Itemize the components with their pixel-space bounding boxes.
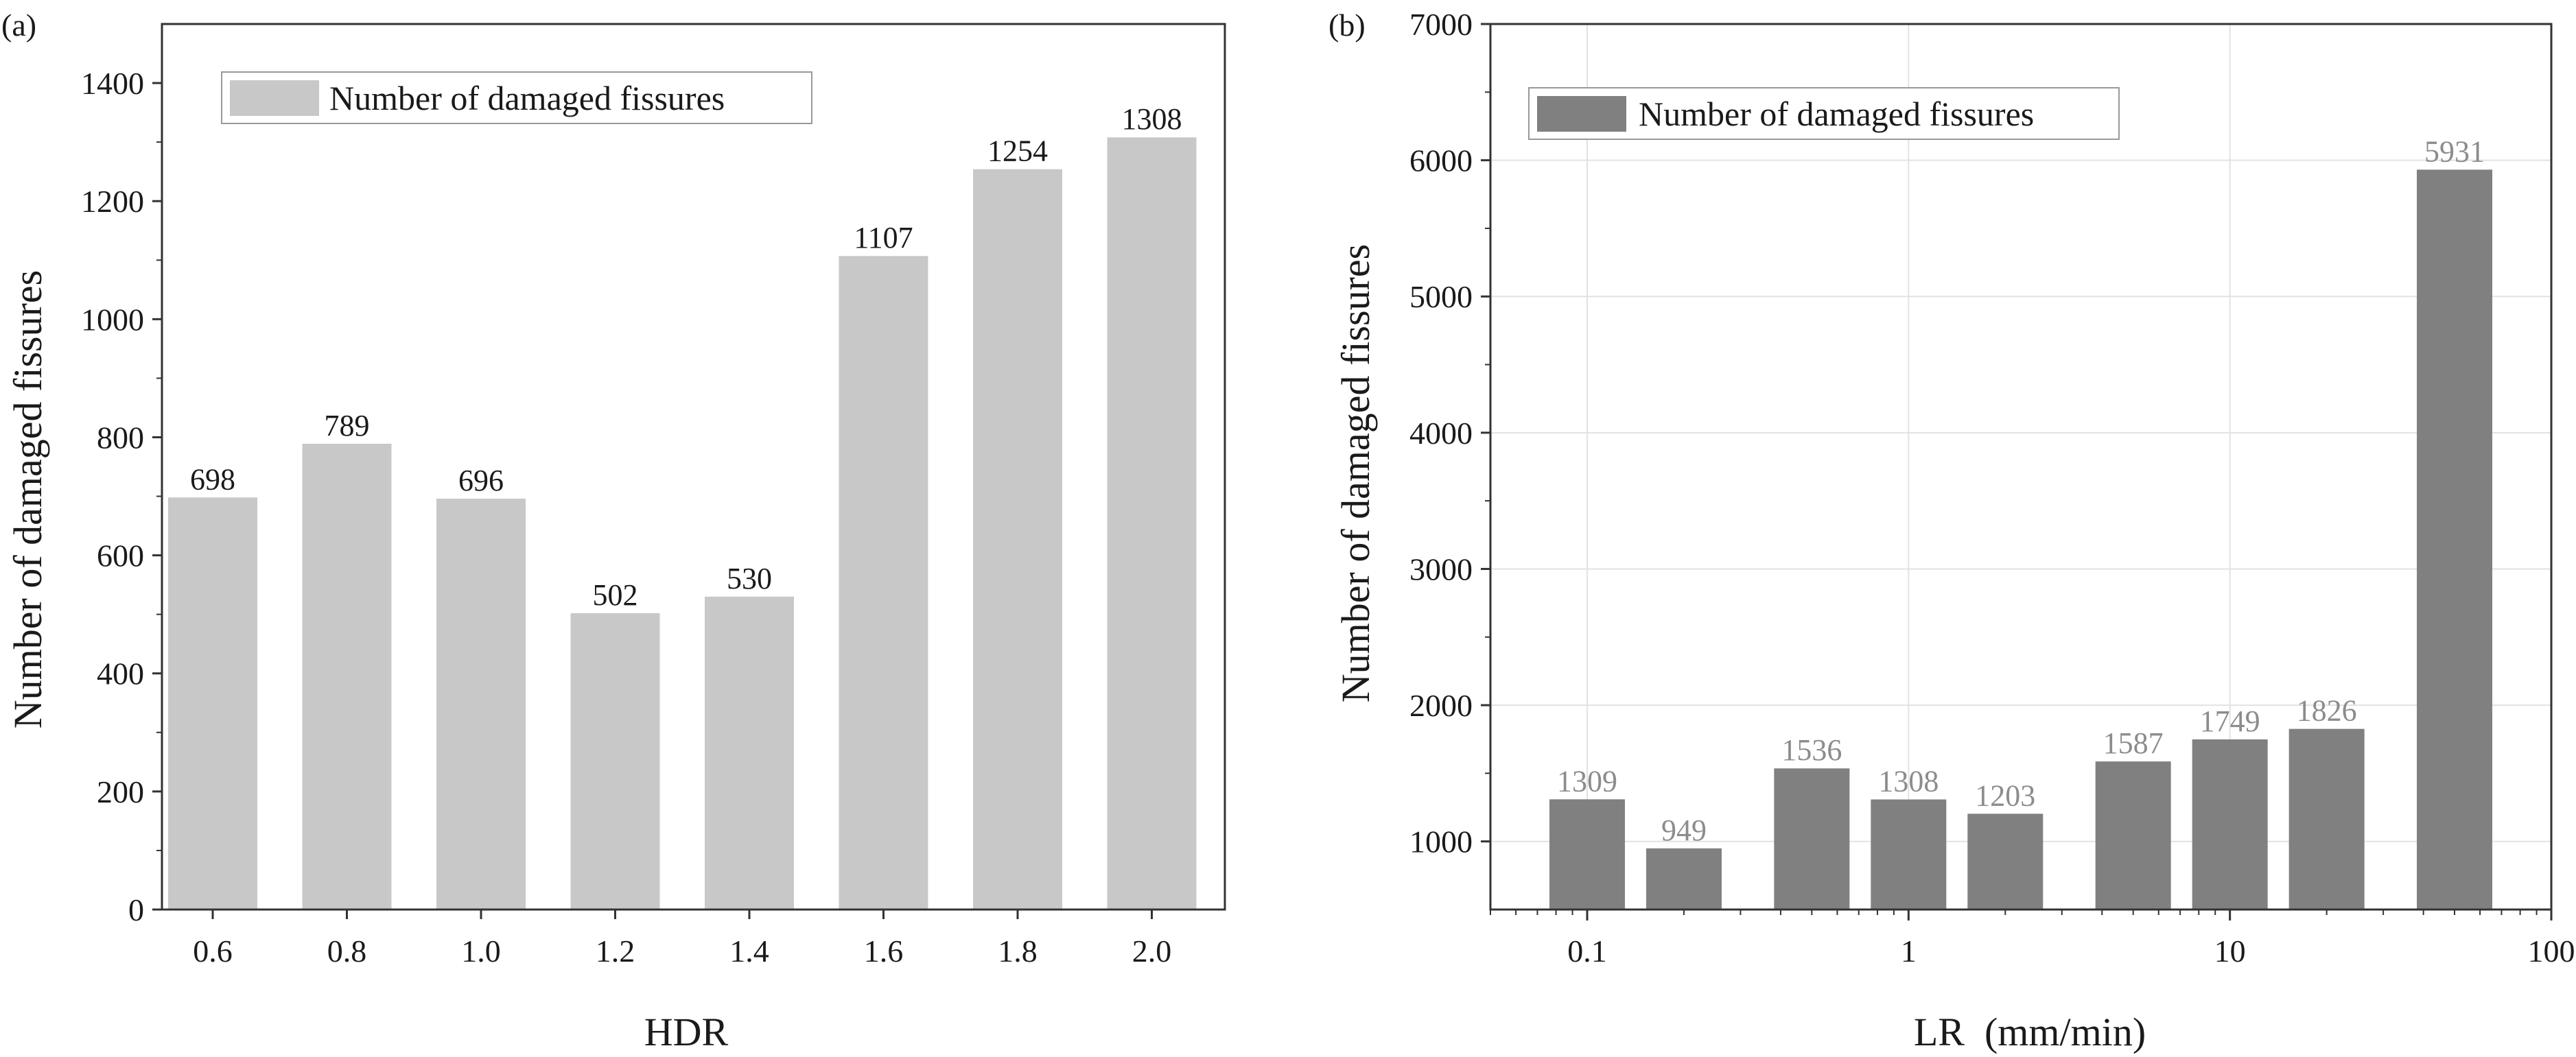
panel-a-y-tick-label: 1400: [81, 66, 144, 101]
panel-a-bar: [1107, 137, 1197, 910]
panel-a-x-tick-label: 2.0: [1132, 934, 1172, 969]
panel-b-bar: [1549, 799, 1625, 910]
panel-a-label: (a): [1, 8, 36, 43]
panel-a-x-ticks: 0.6 0.8 1.0 1.2 1.4 1.6 1.8 2.0: [193, 910, 1171, 969]
panel-a-legend-label: Number of damaged fissures: [329, 79, 725, 117]
panel-b-x-tick-label: 0.1: [1567, 934, 1607, 969]
panel-b-x-ticks: 0.1 1 10 100: [1490, 910, 2575, 969]
panel-b-bar: [2288, 728, 2365, 910]
panel-b-data-label: 1309: [1557, 764, 1617, 798]
panel-a-y-tick-label: 800: [97, 420, 144, 455]
panel-a-y-tick-label: 1000: [81, 302, 144, 337]
panel-a-x-tick-label: 1.0: [461, 934, 501, 969]
panel-a-y-ticks: 0 200 400 600 800 1000 1200 1400: [81, 66, 162, 927]
panel-a-bar: [973, 169, 1062, 910]
panel-b-bar: [1967, 813, 2044, 910]
panel-a-bars: [168, 137, 1197, 910]
panel-a-data-label: 1254: [987, 134, 1048, 168]
panel-b-data-labels: 1309 949 1536 1308 1203 1587 1749 1826 5931: [1557, 134, 2485, 847]
panel-b-legend: Number of damaged fissures: [1528, 87, 2120, 140]
panel-b-data-label: 1749: [2200, 704, 2260, 738]
panel-a-x-tick-label: 0.6: [193, 934, 233, 969]
panel-a-x-tick-label: 1.8: [998, 934, 1038, 969]
panel-a-y-tick-label: 200: [97, 774, 144, 809]
panel-b-x-tick-label: 10: [2214, 934, 2246, 969]
panel-a-data-label: 1308: [1122, 102, 1182, 136]
panel-a-legend-frame: [221, 71, 812, 124]
panel-a-y-tick-label: 0: [128, 892, 144, 927]
panel-b-plot-frame: [1489, 23, 2553, 911]
panel-b-y-tick-label: 5000: [1409, 279, 1473, 314]
panel-a-data-label: 1107: [854, 221, 913, 254]
panel-a-data-label: 502: [593, 578, 638, 612]
panel-a-bar: [302, 443, 392, 910]
panel-a-x-axis-title: HDR: [644, 1010, 729, 1054]
panel-a-bar: [705, 596, 794, 910]
panel-b-y-tick-label: 2000: [1409, 688, 1473, 723]
panel-b-bar: [1774, 768, 1850, 910]
panel-b-y-tick-label: 7000: [1409, 7, 1473, 42]
panel-a-x-tick-label: 0.8: [327, 934, 367, 969]
panel-b-legend-label: Number of damaged fissures: [1639, 95, 2034, 133]
panel-b-data-label: 1308: [1878, 765, 1939, 798]
panel-b-x-tick-label: 1: [1901, 934, 1917, 969]
panel-b-y-tick-label: 6000: [1409, 143, 1473, 178]
panel-a-x-tick-label: 1.6: [864, 934, 904, 969]
panel-a-y-tick-label: 1200: [81, 184, 144, 219]
panel-a-y-axis-title: Number of damaged fissures: [5, 270, 50, 728]
panel-b-data-label: 5931: [2424, 134, 2485, 168]
panel-a-legend-swatch: [230, 80, 319, 116]
panel-a-y-tick-label: 400: [97, 656, 144, 691]
panel-b-x-axis-title: LR (mm/min): [1914, 1010, 2146, 1054]
panel-a-plot-frame: [161, 23, 1226, 911]
panel-a-x-tick-label: 1.4: [729, 934, 769, 969]
panel-b-data-label: 949: [1661, 813, 1707, 847]
panel-b-data-label: 1587: [2103, 726, 2164, 760]
panel-b-bar: [2095, 761, 2171, 910]
panel-a-legend: Number of damaged fissures: [221, 71, 812, 124]
panel-b-y-tick-label: 3000: [1409, 551, 1473, 586]
panel-b-bar: [2192, 739, 2268, 910]
panel-a-bar: [436, 498, 526, 910]
panel-a-bar: [839, 256, 928, 910]
panel-b-x-tick-label: 100: [2528, 934, 2575, 969]
panel-a-data-label: 696: [458, 464, 504, 497]
panel-a-data-label: 789: [325, 409, 370, 442]
panel-b-label: (b): [1328, 8, 1366, 43]
panel-a-data-labels: 698 789 696 502 530 1107 1254 1308: [190, 102, 1182, 612]
panel-b-legend-swatch: [1537, 96, 1626, 132]
panel-a-y-tick-label: 600: [97, 538, 144, 573]
panel-a: (a) 698 789 696 502 530 1107 1254 1308 0 200 400 6…: [1, 8, 1226, 1054]
panel-b-bar: [2417, 169, 2493, 910]
panel-b-y-axis-title: Number of damaged fissures: [1333, 244, 1378, 702]
panel-a-x-tick-label: 1.2: [596, 934, 635, 969]
panel-b-legend-frame: [1528, 87, 2120, 140]
panel-b-data-label: 1203: [1975, 779, 2035, 812]
panel-b-bar: [1646, 848, 1722, 910]
panel-b-data-label: 1826: [2297, 694, 2357, 728]
panel-a-bar: [570, 613, 660, 910]
panel-b-bars: [1549, 169, 2493, 910]
panel-b-y-tick-label: 4000: [1409, 416, 1473, 451]
panel-b-bar: [1871, 799, 1947, 910]
panel-a-data-label: 698: [190, 462, 235, 496]
panel-b-data-label: 1536: [1781, 733, 1842, 767]
panel-a-bar: [168, 497, 257, 910]
panel-b-gridlines: [1490, 23, 2552, 910]
panel-b-y-ticks: 1000 2000 3000 4000 5000 6000 7000: [1409, 7, 1490, 859]
panel-b-y-tick-label: 1000: [1409, 824, 1473, 859]
panel-a-data-label: 530: [727, 562, 772, 595]
